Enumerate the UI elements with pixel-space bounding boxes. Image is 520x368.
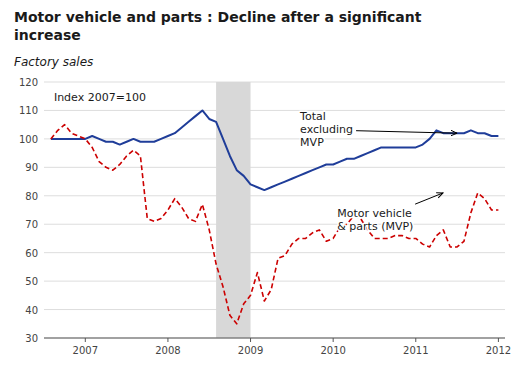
y-tick-label: 90 [25, 162, 38, 173]
title-line: Motor vehicle and parts : Decline after … [14, 9, 422, 25]
grid-line [44, 110, 505, 111]
x-tick [333, 338, 334, 342]
lines [51, 110, 499, 323]
y-tick-label: 50 [25, 276, 38, 287]
annotation-text: Index 2007=100 [54, 91, 146, 104]
annotation: TotalexcludingMVP [299, 110, 457, 149]
annotation-text: Motor vehicle& parts (MVP) [337, 207, 413, 233]
annotation: Index 2007=100 [54, 91, 146, 104]
annotation-arrow [415, 193, 443, 204]
x-tick [415, 338, 416, 342]
annotation: Motor vehicle& parts (MVP) [337, 193, 443, 233]
x-tick [250, 338, 251, 342]
chart: Motor vehicle and parts : Decline after … [0, 0, 520, 368]
grid-line [44, 138, 505, 139]
x-tick [85, 338, 86, 342]
grid-line [44, 252, 505, 253]
x-tick [167, 338, 168, 342]
annotation-line: MVP [300, 136, 324, 149]
annotation-arrow [356, 131, 457, 134]
annotation-line: Index 2007=100 [54, 91, 146, 104]
title: Motor vehicle and parts : Decline after … [14, 9, 422, 43]
y-tick-label: 40 [25, 305, 38, 316]
grid-line [44, 224, 505, 225]
y-tick-label: 120 [19, 77, 38, 88]
shaded-region [216, 82, 250, 338]
series-line [51, 110, 499, 190]
series-line [51, 125, 499, 324]
annotation-line: excluding [300, 123, 353, 136]
grid-line [44, 167, 505, 168]
plot-area [216, 82, 250, 338]
grid-line [44, 281, 505, 282]
x-tick-label: 2009 [238, 345, 263, 356]
y-tick-label: 110 [19, 105, 38, 116]
annotation-line: Motor vehicle [337, 207, 412, 220]
subtitle: Factory sales [14, 55, 93, 69]
x-tick-label: 2012 [486, 345, 511, 356]
title-line: increase [14, 27, 81, 43]
y-tick-label: 60 [25, 248, 38, 259]
background [0, 0, 520, 368]
y-tick-label: 70 [25, 219, 38, 230]
grid-line [44, 309, 505, 310]
annotation-line: & parts (MVP) [337, 220, 413, 233]
x-tick-label: 2011 [403, 345, 428, 356]
x-tick [498, 338, 499, 342]
y-tick-label: 80 [25, 191, 38, 202]
y-tick-label: 30 [25, 333, 38, 344]
grid-line [44, 338, 505, 339]
x-axis [44, 338, 505, 339]
y-tick-label: 100 [19, 134, 38, 145]
annotation-text: TotalexcludingMVP [299, 110, 353, 149]
x-tick-label: 2008 [155, 345, 180, 356]
grid-line [44, 82, 505, 83]
x-tick-label: 2007 [73, 345, 98, 356]
annotation-line: Total [299, 110, 326, 123]
x-tick-label: 2010 [320, 345, 345, 356]
